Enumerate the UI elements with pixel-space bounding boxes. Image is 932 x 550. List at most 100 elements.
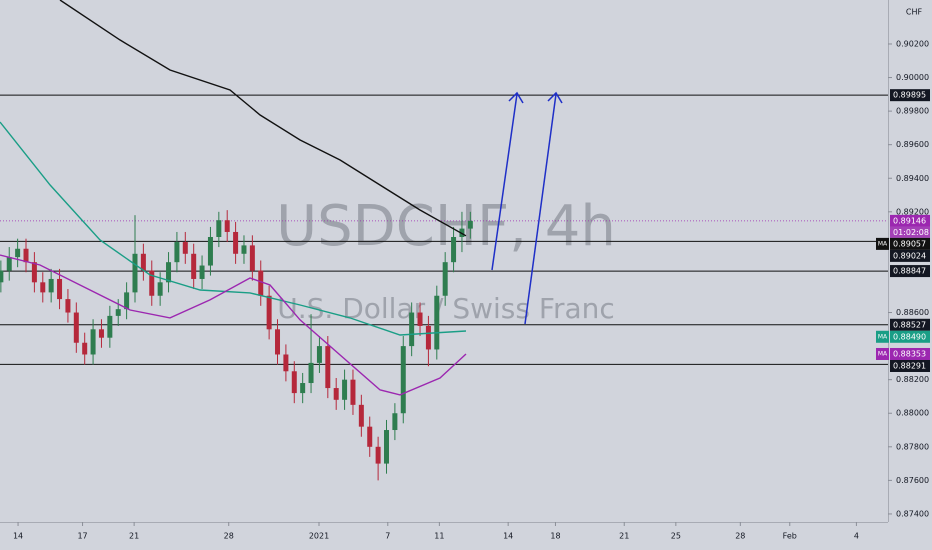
candle-body [23,248,29,263]
price-label-bg [890,330,930,343]
ma-tag-bg [876,237,889,250]
x-tick-label: 4 [854,532,859,541]
price-label-bg [890,237,930,250]
candle-body [182,242,188,254]
candle-body [291,371,297,394]
candle-body [383,430,389,464]
x-tick-label: 14 [13,532,23,541]
candle-body [308,362,314,384]
countdown-label: 01:02:08 [893,228,929,237]
ma-tag: MA [878,333,888,340]
candle-body [325,346,331,389]
candle-body [358,404,364,427]
candle-body [149,270,155,296]
candle-body [224,220,230,232]
arrow [524,93,557,325]
candle-body [316,346,322,363]
y-tick-label: 0.89600 [896,140,929,149]
candle-body [15,248,21,258]
candle-body [275,329,281,355]
candle-body [258,270,264,296]
candle-body [333,388,339,400]
candle-body [434,295,440,350]
price-label: 0.89895 [893,91,926,100]
candle-body [82,342,88,355]
price-label: 0.89024 [893,251,926,260]
x-tick-label: Feb [783,532,797,541]
y-tick-label: 0.87800 [896,442,929,451]
y-tick-label: 0.89200 [896,207,929,216]
y-tick-label: 0.89800 [896,107,929,116]
x-tick-label: 17 [77,532,87,541]
y-tick-label: 0.87400 [896,509,929,518]
candle-body [6,257,12,271]
arrow-head [508,91,524,104]
candle-body [241,245,247,254]
ma-tag-bg [876,347,889,360]
candle-body [367,426,373,447]
price-label-bg [890,265,930,278]
candle-body [174,242,180,263]
candle-body [90,329,96,355]
x-tick-label: 28 [735,532,745,541]
projection-arrows [491,91,563,325]
price-label: 0.88490 [893,332,926,341]
candle-body [166,262,172,283]
candle-body [0,270,4,283]
y-tick-label: 0.88600 [896,308,929,317]
candle-body [40,282,46,293]
price-label: 0.88847 [893,267,926,276]
candle-body [400,346,406,414]
candle-body [249,245,255,271]
y-tick-label: 0.88000 [896,409,929,418]
y-tick-label: 0.88200 [896,375,929,384]
candle-body [132,253,138,293]
candle-body [350,379,356,405]
price-label-bg [890,347,930,360]
candle-body [216,220,222,237]
candle-body [417,312,423,326]
price-label: 0.88291 [893,361,926,370]
x-tick-label: 7 [385,532,390,541]
candle-body [157,282,163,296]
price-label: 0.89146 [893,216,926,225]
candle-body [73,312,79,343]
candle-body [65,299,71,313]
watermark-symbol: USDCHF, 4h [276,194,616,259]
candle-body [199,265,205,279]
countdown-bg [890,226,930,238]
price-label-bg [890,89,930,102]
arrow [491,93,518,271]
x-tick-label: 21 [129,532,139,541]
candle-body [451,236,457,263]
moving-average-line [0,254,467,396]
candle-body [283,354,289,372]
price-label-bg [890,318,930,331]
arrow-head [547,91,563,104]
candle-body [467,220,473,229]
candle-body [191,253,197,279]
candle-body [375,446,381,464]
y-tick-label: 0.90000 [896,73,929,82]
x-tick-label: 25 [671,532,681,541]
candle-body [409,312,415,347]
price-labels: 0.89895 0.89146 01:02:08 0.89057 MA 0.89024 0.… [876,89,930,372]
y-tick-label: 0.90200 [896,39,929,48]
price-label-bg [890,214,930,227]
candle-body [233,231,239,254]
candle-body [31,262,37,283]
x-tick-label: 2021 [309,532,329,541]
candle-body [115,309,121,316]
candle-body [124,292,130,310]
candle-body [442,262,448,296]
x-tick-label: 28 [224,532,234,541]
candle-body [300,383,306,394]
moving-average-line [59,0,467,237]
ma-tag: MA [878,240,888,247]
x-tick-label: 11 [434,532,444,541]
candle-body [57,278,63,300]
candle-body [266,295,272,330]
